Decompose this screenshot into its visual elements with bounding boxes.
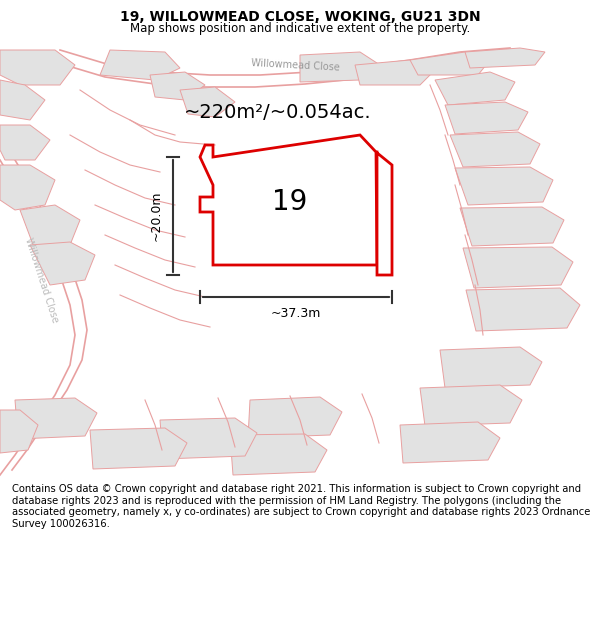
- Polygon shape: [30, 242, 95, 285]
- Text: 19: 19: [272, 188, 308, 216]
- Polygon shape: [160, 418, 257, 459]
- Text: ~20.0m: ~20.0m: [150, 191, 163, 241]
- Polygon shape: [410, 52, 490, 75]
- Polygon shape: [420, 385, 522, 426]
- Polygon shape: [445, 102, 528, 134]
- Text: Willowmead Close: Willowmead Close: [250, 58, 340, 72]
- Polygon shape: [0, 80, 45, 120]
- Text: 19, WILLOWMEAD CLOSE, WOKING, GU21 3DN: 19, WILLOWMEAD CLOSE, WOKING, GU21 3DN: [119, 10, 481, 24]
- Polygon shape: [300, 52, 380, 82]
- Text: Contains OS data © Crown copyright and database right 2021. This information is : Contains OS data © Crown copyright and d…: [12, 484, 590, 529]
- Polygon shape: [0, 165, 55, 210]
- Polygon shape: [466, 288, 580, 331]
- Text: ~220m²/~0.054ac.: ~220m²/~0.054ac.: [184, 102, 372, 121]
- Polygon shape: [230, 434, 327, 475]
- Polygon shape: [465, 48, 545, 68]
- Polygon shape: [463, 247, 573, 288]
- Polygon shape: [0, 125, 50, 160]
- Polygon shape: [440, 347, 542, 388]
- Polygon shape: [90, 428, 187, 469]
- Polygon shape: [180, 87, 235, 117]
- Polygon shape: [200, 135, 377, 265]
- Text: Map shows position and indicative extent of the property.: Map shows position and indicative extent…: [130, 22, 470, 35]
- Polygon shape: [0, 50, 75, 85]
- Polygon shape: [450, 132, 540, 167]
- Polygon shape: [376, 152, 392, 275]
- Polygon shape: [355, 60, 435, 85]
- Text: Willowmead Close: Willowmead Close: [23, 236, 61, 324]
- Text: ~37.3m: ~37.3m: [271, 307, 321, 320]
- Polygon shape: [248, 397, 342, 438]
- Polygon shape: [455, 167, 553, 205]
- Polygon shape: [460, 207, 564, 246]
- Polygon shape: [20, 205, 80, 250]
- Polygon shape: [15, 398, 97, 439]
- Polygon shape: [400, 422, 500, 463]
- Polygon shape: [150, 72, 205, 100]
- Polygon shape: [100, 50, 180, 80]
- Polygon shape: [0, 410, 38, 453]
- Polygon shape: [435, 72, 515, 105]
